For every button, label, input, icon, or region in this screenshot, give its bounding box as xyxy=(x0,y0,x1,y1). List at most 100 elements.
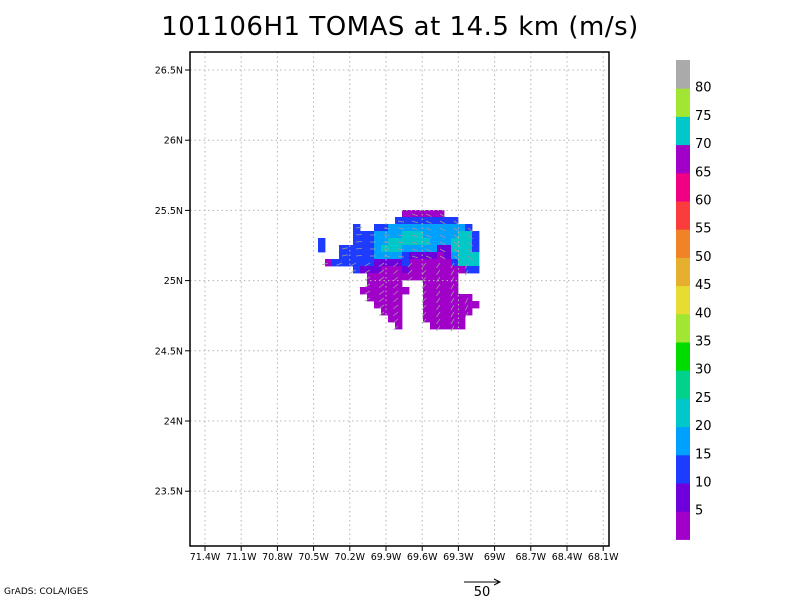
wind-cell xyxy=(444,315,452,323)
wind-cell xyxy=(367,273,375,281)
wind-cell xyxy=(423,245,431,253)
wind-cell xyxy=(430,259,438,267)
wind-cell xyxy=(444,322,452,330)
wind-cell xyxy=(437,322,445,330)
wind-vector xyxy=(439,220,446,225)
wind-cell xyxy=(444,273,452,281)
y-tick-label: 26N xyxy=(164,136,183,147)
wind-cell xyxy=(444,217,452,225)
wind-cell xyxy=(458,245,466,253)
wind-vector xyxy=(467,234,473,240)
wind-cell xyxy=(430,287,438,295)
wind-cell xyxy=(472,301,480,309)
wind-cell xyxy=(451,280,459,288)
wind-vector xyxy=(364,276,371,281)
wind-cell xyxy=(472,252,480,260)
wind-cell xyxy=(451,238,459,246)
wind-cell xyxy=(465,245,473,253)
wind-cell xyxy=(409,259,417,267)
wind-vector xyxy=(350,262,357,267)
wind-vector xyxy=(336,262,343,266)
wind-vector xyxy=(439,234,446,239)
wind-cell xyxy=(388,301,396,309)
x-tick-label: 70.8W xyxy=(262,552,293,563)
wind-cell xyxy=(444,266,452,274)
wind-cell xyxy=(451,287,459,295)
wind-cell xyxy=(423,266,431,274)
wind-cell xyxy=(423,238,431,246)
wind-cell xyxy=(458,315,466,323)
wind-cell xyxy=(416,266,424,274)
wind-cell xyxy=(465,266,473,274)
wind-vector xyxy=(393,304,399,310)
colorbar-label: 55 xyxy=(695,222,712,237)
wind-vector xyxy=(364,297,371,302)
wind-cell xyxy=(395,287,403,295)
wind-cell xyxy=(423,210,431,218)
credit-text: GrADS: COLA/IGES xyxy=(4,587,89,597)
wind-cell xyxy=(423,259,431,267)
wind-cell xyxy=(423,280,431,288)
colorbar-swatch xyxy=(676,172,690,202)
wind-vector xyxy=(421,276,427,282)
wind-cell xyxy=(360,252,368,260)
wind-vector xyxy=(421,290,427,296)
wind-cell xyxy=(430,210,438,218)
wind-cell xyxy=(381,259,389,267)
colorbar-swatch xyxy=(676,511,690,540)
wind-cell xyxy=(437,245,445,253)
wind-cell xyxy=(395,294,403,302)
wind-cell xyxy=(374,273,382,281)
wind-vector xyxy=(436,304,441,311)
wind-cell xyxy=(444,252,452,260)
wind-cell xyxy=(367,294,375,302)
wind-cell xyxy=(388,245,396,253)
wind-cell xyxy=(402,231,410,239)
wind-vector xyxy=(411,255,418,259)
wind-cell xyxy=(409,245,417,253)
wind-cell xyxy=(388,287,396,295)
wind-vector xyxy=(436,311,441,318)
wind-cell xyxy=(458,231,466,239)
wind-cell xyxy=(395,252,403,260)
wind-vector xyxy=(421,262,427,268)
wind-vector xyxy=(397,220,404,223)
wind-cell xyxy=(437,280,445,288)
wind-cell xyxy=(451,252,459,260)
wind-vector xyxy=(393,318,399,324)
wind-cell xyxy=(395,266,403,274)
wind-vector xyxy=(439,213,446,218)
wind-vector xyxy=(425,234,432,238)
y-axis-ticks: 26.5N 26N 25.5N 25N 24.5N 24N 23.5N xyxy=(155,66,190,498)
wind-vector xyxy=(436,269,441,276)
wind-cell xyxy=(402,252,410,260)
wind-vector xyxy=(378,276,385,281)
wind-vector xyxy=(453,248,460,253)
wind-vector xyxy=(439,241,446,246)
wind-vector-field xyxy=(322,213,473,332)
wind-cell xyxy=(430,252,438,260)
wind-cell xyxy=(444,280,452,288)
wind-cell xyxy=(360,287,368,295)
wind-cell xyxy=(465,252,473,260)
wind-vector xyxy=(450,269,455,276)
wind-vector xyxy=(364,269,371,274)
colorbar-label: 60 xyxy=(695,194,712,209)
wind-cell xyxy=(451,266,459,274)
wind-vector xyxy=(411,220,418,224)
wind-cell xyxy=(416,217,424,225)
wind-vector xyxy=(425,255,432,259)
wind-cell xyxy=(360,231,368,239)
wind-vector xyxy=(425,227,432,231)
wind-vector xyxy=(378,269,385,274)
wind-cell xyxy=(437,217,445,225)
wind-cell xyxy=(409,231,417,239)
wind-vector xyxy=(393,311,399,317)
y-tick-label: 25.5N xyxy=(155,206,183,217)
wind-cell xyxy=(388,273,396,281)
wind-cell xyxy=(374,266,382,274)
wind-cell xyxy=(444,308,452,316)
wind-cell xyxy=(416,252,424,260)
wind-cell xyxy=(437,315,445,323)
